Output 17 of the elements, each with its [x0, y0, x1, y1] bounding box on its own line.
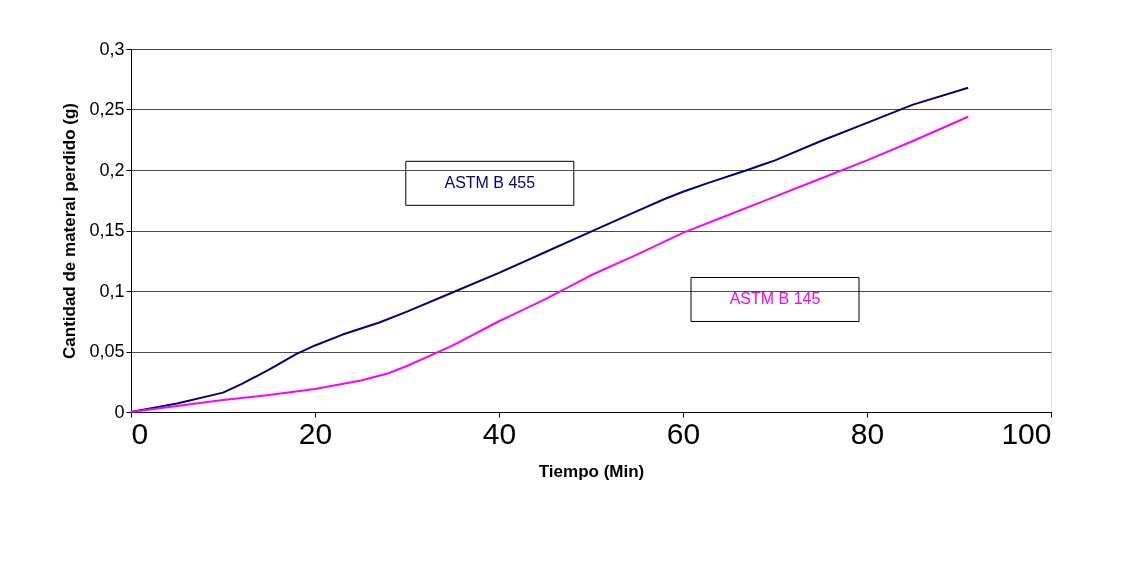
y-axis-title: Cantidad de materal perdido (g): [60, 103, 80, 359]
x-tick-label: 80: [850, 416, 885, 450]
y-tick-label: 0,1: [99, 280, 125, 301]
x-tick-label: 20: [298, 416, 333, 450]
x-tick-label: 60: [666, 416, 701, 450]
y-tick-label: 0,3: [99, 38, 125, 59]
text: ASTM B 455: [444, 174, 536, 192]
y-tick-label: 0,05: [89, 341, 125, 361]
text: ASTM B 145: [729, 290, 821, 308]
x-axis-title: Tiempo (Min): [538, 461, 645, 481]
x-tick-label: 100: [1001, 416, 1052, 450]
y-tick-label: 0,15: [89, 220, 125, 240]
y-tick-label: 0: [114, 401, 125, 422]
x-tick-label: 40: [482, 416, 517, 450]
y-tick-label: 0,2: [99, 159, 125, 180]
y-tick-label: 0,25: [89, 99, 125, 119]
x-tick-label: 0: [131, 416, 149, 450]
